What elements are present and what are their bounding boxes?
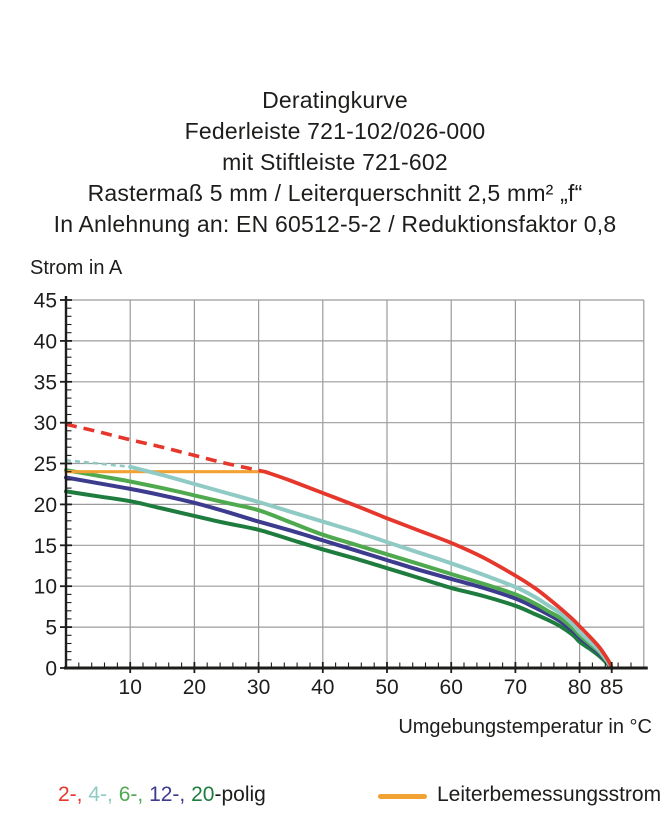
y-tick-label: 0 [45, 658, 57, 681]
curve-4-polig [128, 464, 614, 670]
y-tick-label: 40 [34, 330, 57, 353]
y-tick-label: 10 [34, 576, 57, 599]
title-line-1: Deratingkurve [262, 87, 408, 113]
x-tick-label: 60 [440, 676, 463, 699]
rated-current-label: Leiterbemessungsstrom [437, 783, 662, 806]
curve-4-polig-dashed [65, 459, 131, 469]
rated-current-line-swatch [378, 793, 427, 799]
legend-item-2polig: 2-, [58, 783, 83, 806]
legend-rated-current: Leiterbemessungsstrom [378, 783, 661, 807]
legend-item-12polig: 12-, [149, 783, 186, 806]
x-axis-title: Umgebungstemperatur in °C [398, 716, 652, 738]
legend-polig-suffix: -polig [214, 783, 266, 806]
y-tick-label: 45 [34, 290, 57, 313]
x-tick-label: 10 [119, 676, 142, 699]
y-tick-label: 20 [34, 494, 57, 517]
x-tick-label: 50 [375, 676, 398, 699]
y-tick-label: 15 [34, 535, 57, 558]
x-tick-label: 70 [504, 676, 527, 699]
x-tick-label: 30 [247, 676, 270, 699]
x-tick-label: 40 [311, 676, 334, 699]
title-line-5: In Anlehnung an: EN 60512-5-2 / Reduktio… [53, 211, 617, 237]
y-tick-label: 30 [34, 412, 57, 435]
y-tick-label: 5 [45, 617, 57, 640]
curve-20-polig [64, 489, 614, 670]
title-line-2: Federleiste 721-102/026-000 [184, 118, 486, 144]
x-tick-label: 80 [568, 676, 591, 699]
title-line-3: mit Stiftleiste 721-602 [222, 149, 448, 175]
legend-item-20polig: 20 [191, 783, 215, 806]
legend-item-4polig: 4-, [88, 783, 113, 806]
chart-title-block: Deratingkurve Federleiste 721-102/026-00… [0, 85, 670, 240]
legend-item-6polig: 6-, [118, 783, 144, 806]
y-tick-label: 35 [34, 371, 57, 394]
x-tick-label: 85 [600, 676, 623, 699]
x-tick-label: 20 [183, 676, 206, 699]
curve-2-polig-dashed [65, 422, 266, 474]
y-axis-title: Strom in A [30, 257, 123, 279]
title-line-4: Rastermaß 5 mm / Leiterquerschnitt 2,5 m… [87, 180, 583, 206]
curve-2-polig [263, 469, 614, 670]
y-tick-label: 25 [34, 453, 57, 476]
legend-poles: 2-, 4-, 6-, 12-, 20-polig [58, 783, 266, 807]
